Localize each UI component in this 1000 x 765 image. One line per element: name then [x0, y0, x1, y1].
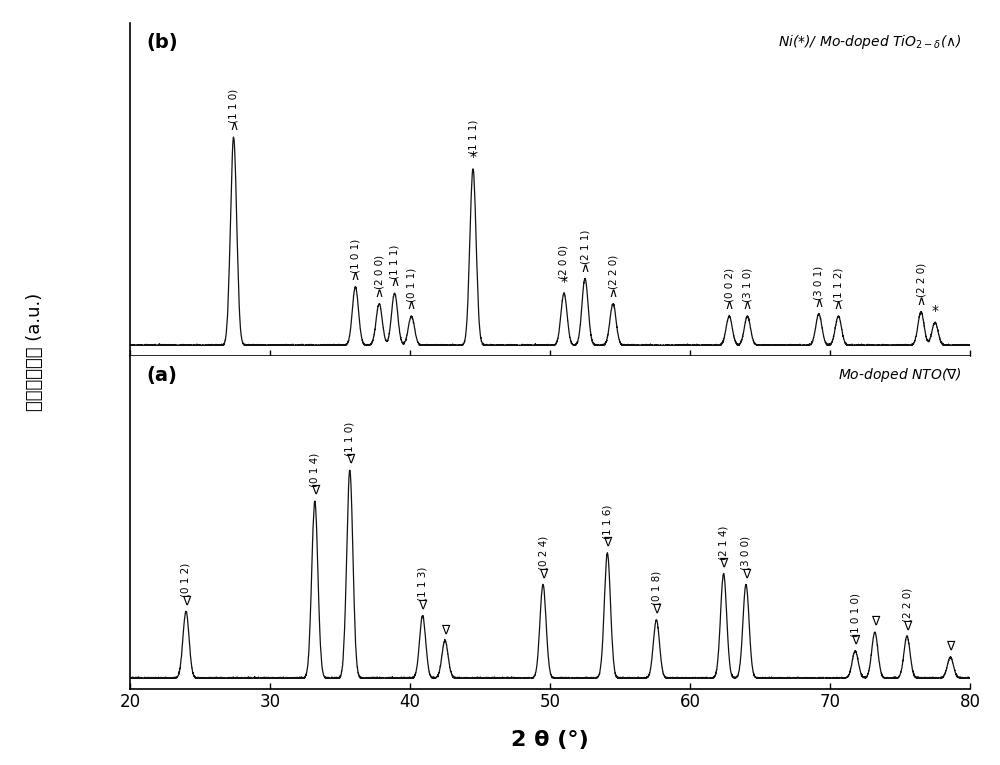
- Text: ∧: ∧: [407, 299, 416, 312]
- Text: (1 1 2): (1 1 2): [833, 267, 843, 301]
- Text: (3 0 1): (3 0 1): [814, 265, 824, 300]
- Text: (0 1 2): (0 1 2): [181, 563, 191, 597]
- Text: (2 1 1): (2 1 1): [580, 230, 590, 264]
- Text: ∇: ∇: [851, 634, 859, 647]
- Text: (2 2 0): (2 2 0): [916, 263, 926, 298]
- Text: ∇: ∇: [652, 603, 661, 616]
- Text: ∇: ∇: [418, 598, 427, 611]
- Text: ∇: ∇: [603, 536, 612, 549]
- Text: ∇: ∇: [182, 594, 190, 607]
- Text: (2 0 0): (2 0 0): [374, 255, 384, 289]
- Text: ∇: ∇: [742, 568, 750, 581]
- Text: *: *: [932, 304, 938, 318]
- Text: (1 1 0): (1 1 0): [345, 422, 355, 456]
- Text: ∧: ∧: [743, 299, 752, 312]
- Text: 2 θ (°): 2 θ (°): [511, 730, 589, 750]
- Text: ∧: ∧: [725, 299, 734, 312]
- Text: ∧: ∧: [390, 276, 399, 289]
- Text: (0 2 4): (0 2 4): [538, 536, 548, 570]
- Text: (2 1 4): (2 1 4): [719, 526, 729, 559]
- Text: Ni(*)/ Mo-doped TiO$_{2-\delta}$($\wedge$): Ni(*)/ Mo-doped TiO$_{2-\delta}$($\wedge…: [778, 33, 962, 51]
- Text: ∇: ∇: [719, 557, 728, 570]
- Text: ∇: ∇: [871, 615, 879, 628]
- Text: (3 1 0): (3 1 0): [742, 268, 752, 301]
- Text: ∇: ∇: [903, 620, 911, 633]
- Text: ∇: ∇: [946, 640, 955, 653]
- Text: (3 0 0): (3 0 0): [741, 536, 751, 570]
- Text: (2 2 0): (2 2 0): [902, 588, 912, 622]
- Text: (1 1 1): (1 1 1): [390, 244, 400, 278]
- Text: ∇: ∇: [346, 453, 354, 466]
- Text: (1 1 0): (1 1 0): [229, 89, 239, 123]
- Text: ∧: ∧: [608, 287, 618, 300]
- Text: ∧: ∧: [916, 295, 926, 308]
- Text: ∇: ∇: [539, 568, 547, 581]
- Text: (1 0 1 0): (1 0 1 0): [850, 593, 860, 636]
- Text: *: *: [470, 151, 477, 164]
- Text: ∧: ∧: [814, 297, 823, 310]
- Text: (0 1 4): (0 1 4): [310, 453, 320, 487]
- Text: Mo-doped NTO($\nabla$): Mo-doped NTO($\nabla$): [838, 366, 962, 384]
- Text: (1 0 1): (1 0 1): [350, 238, 360, 272]
- Text: ∇: ∇: [441, 623, 449, 636]
- Text: (0 1 8): (0 1 8): [651, 571, 661, 605]
- Text: ∧: ∧: [351, 270, 360, 283]
- Text: (2 2 0): (2 2 0): [608, 255, 618, 289]
- Text: ∧: ∧: [229, 120, 238, 133]
- Text: (0 0 2): (0 0 2): [724, 268, 734, 301]
- Text: (1 1 3): (1 1 3): [418, 567, 428, 601]
- Text: (1 1 6): (1 1 6): [602, 504, 612, 539]
- Text: (b): (b): [147, 33, 178, 52]
- Text: (2 0 0): (2 0 0): [559, 245, 569, 278]
- Text: ∧: ∧: [834, 299, 843, 312]
- Text: 相对衰射强度 (a.u.): 相对衰射强度 (a.u.): [26, 293, 44, 411]
- Text: ∧: ∧: [580, 262, 590, 275]
- Text: ∧: ∧: [375, 287, 384, 300]
- Text: ∇: ∇: [311, 484, 319, 497]
- Text: (0 1 1): (0 1 1): [406, 268, 416, 301]
- Text: *: *: [560, 275, 568, 289]
- Text: (a): (a): [147, 366, 178, 385]
- Text: (1 1 1): (1 1 1): [468, 119, 478, 154]
